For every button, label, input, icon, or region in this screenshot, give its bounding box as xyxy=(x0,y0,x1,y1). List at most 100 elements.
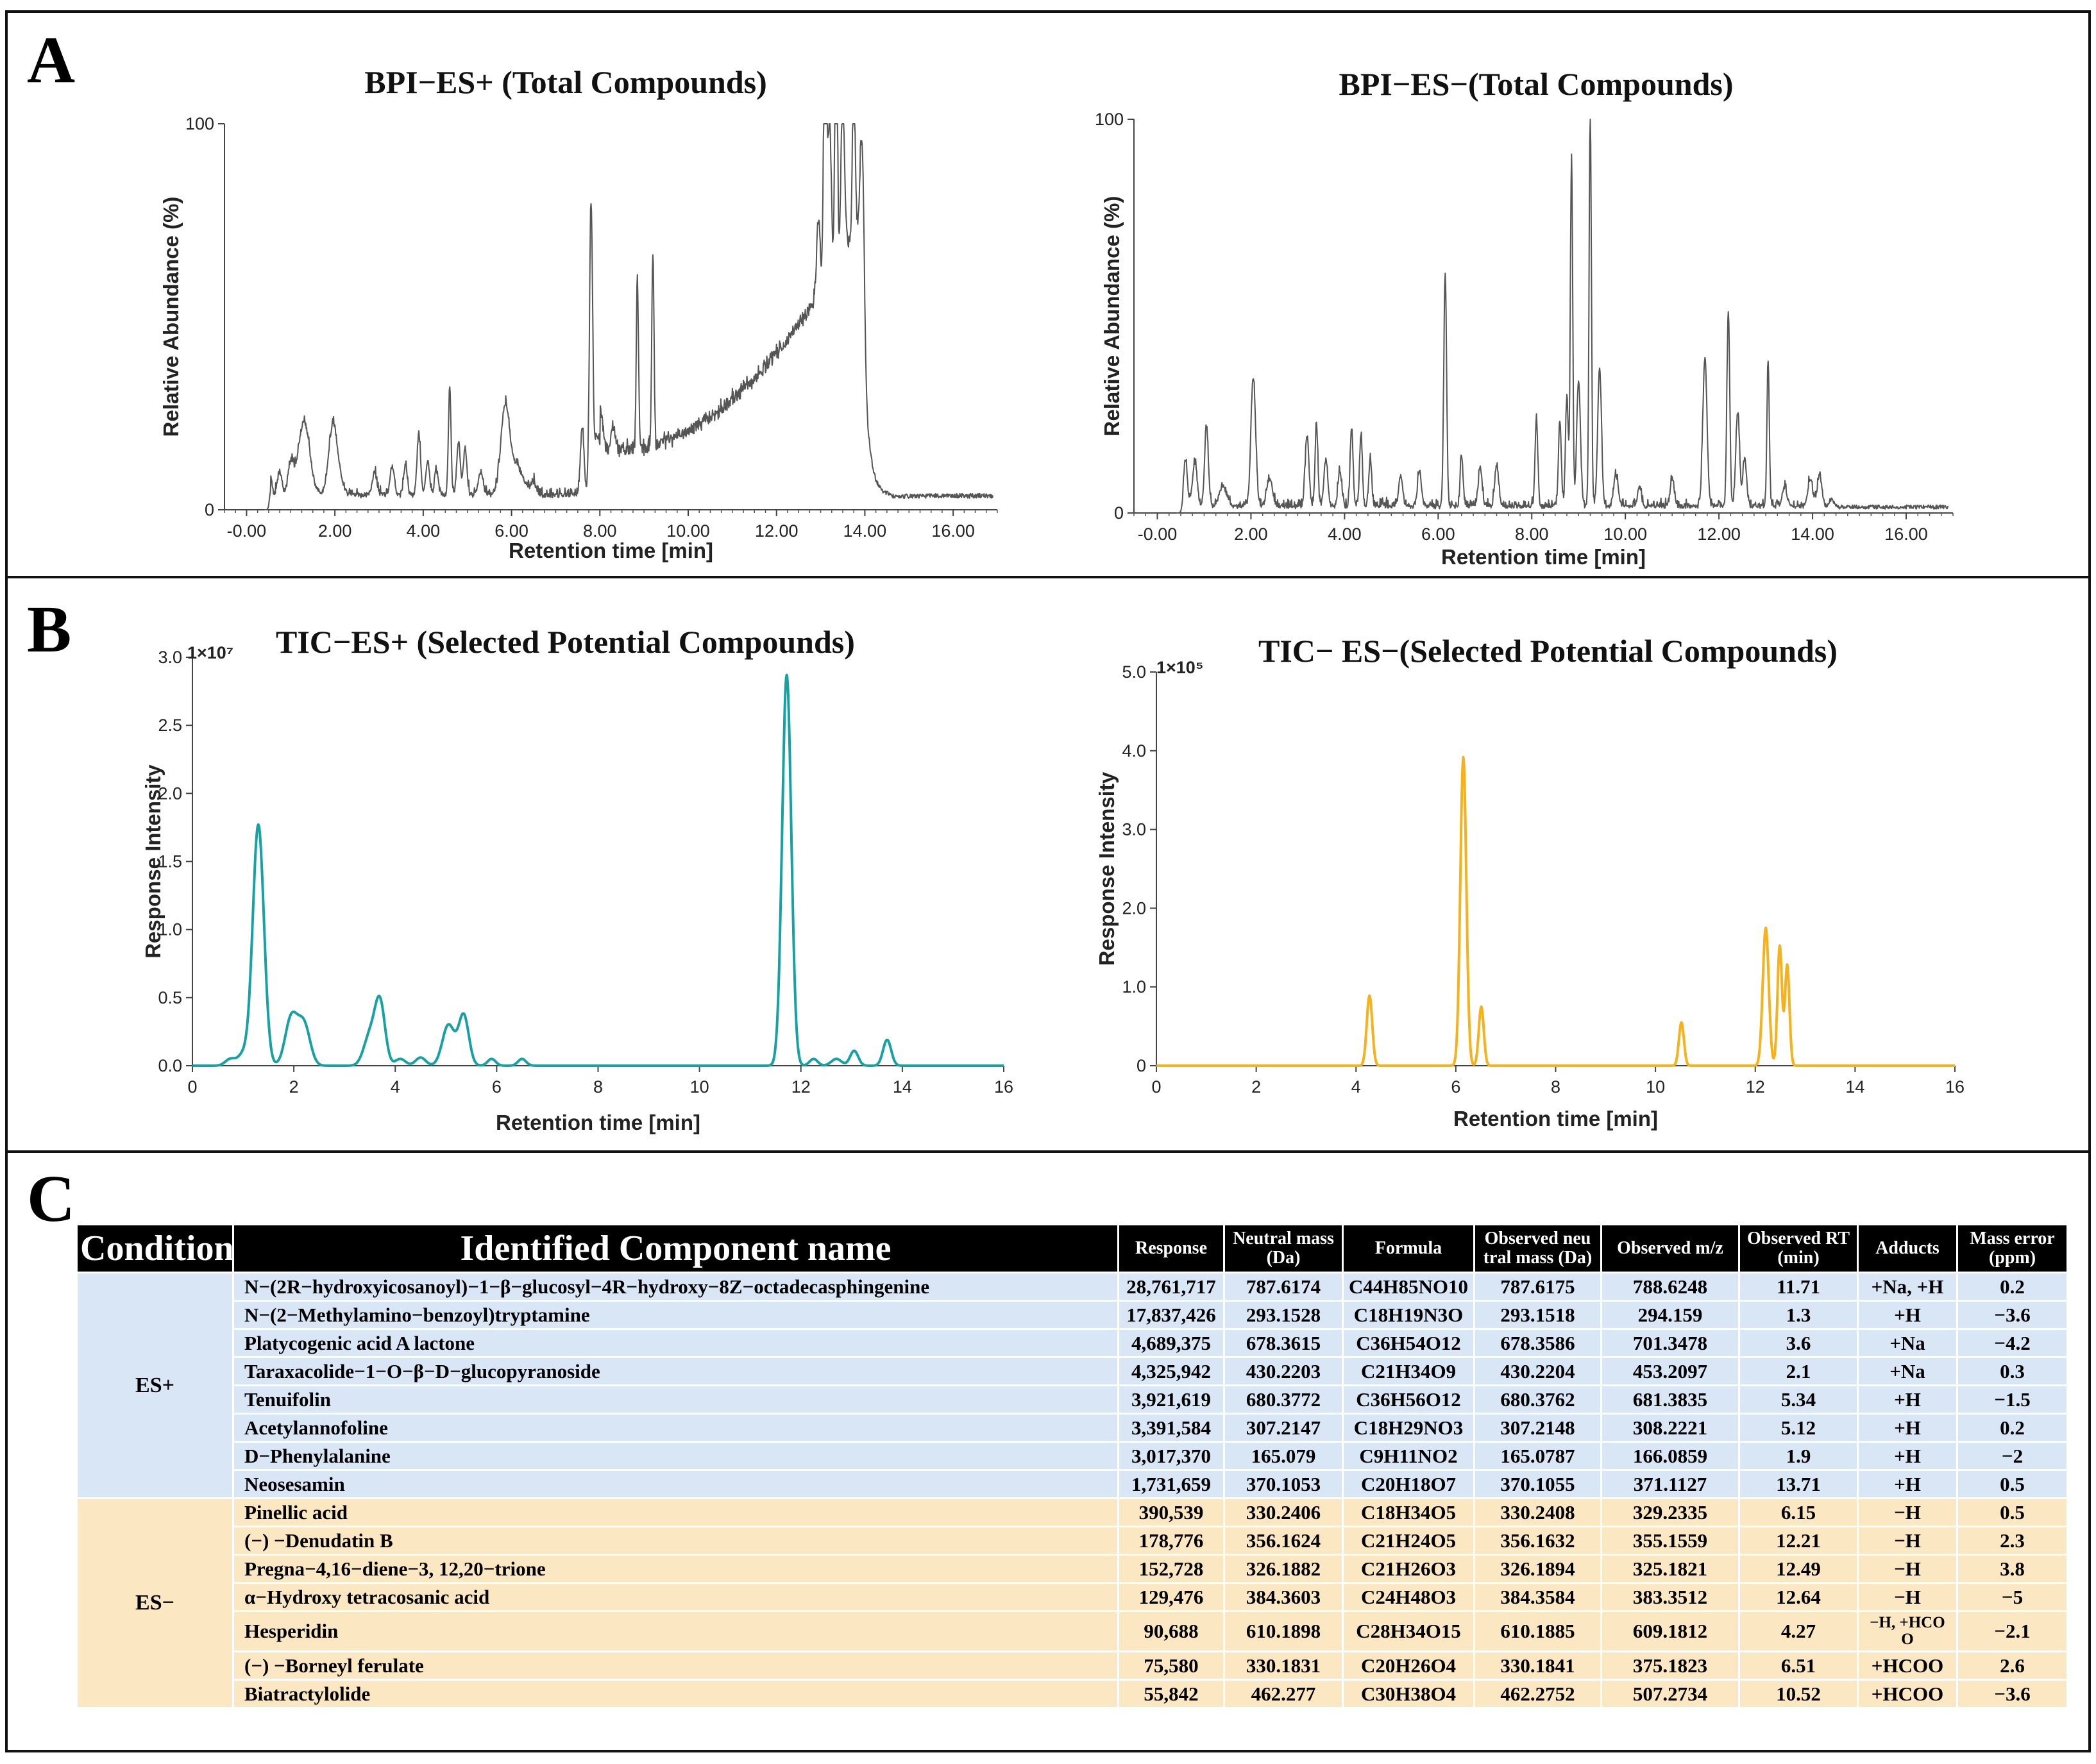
table-row: Platycogenic acid A lactone 4,689,375 678.… xyxy=(77,1328,2068,1358)
y-tick-label: 100 xyxy=(185,114,214,133)
response-cell: 3,391,584 xyxy=(1117,1413,1225,1443)
formula-cell: C21H34O9 xyxy=(1342,1356,1475,1386)
mass-error-cell: −3.6 xyxy=(1956,1300,2068,1330)
x-tick-label: 8 xyxy=(593,1077,603,1096)
response-cell: 129,476 xyxy=(1117,1582,1225,1612)
mass-error-cell: 0.2 xyxy=(1956,1272,2068,1302)
observed-rt-cell: 13.71 xyxy=(1738,1469,1859,1499)
neutral-mass-cell: 326.1882 xyxy=(1223,1554,1344,1584)
condition-cell: ES− xyxy=(76,1497,234,1709)
formula-cell: C18H34O5 xyxy=(1342,1497,1475,1527)
component-name-cell: Tenuifolin xyxy=(232,1384,1119,1415)
observed-mz-cell: 383.3512 xyxy=(1600,1582,1740,1612)
response-cell: 55,842 xyxy=(1117,1679,1225,1709)
table-row: D−Phenylalanine 3,017,370 165.079 C9H11NO2 1… xyxy=(77,1441,2068,1471)
x-tick-label: 4.00 xyxy=(407,521,441,541)
table-row: Biatractylolide 55,842 462.277 C30H38O4 462.… xyxy=(77,1679,2068,1709)
chart-title: BPI−ES+ (Total Compounds) xyxy=(364,64,767,100)
table-row: Acetylannofoline 3,391,584 307.2147 C18H29N… xyxy=(77,1413,2068,1443)
response-cell: 28,761,717 xyxy=(1117,1272,1225,1302)
axis-multiplier: 1×10⁷ xyxy=(187,643,233,662)
response-cell: 4,325,942 xyxy=(1117,1356,1225,1386)
y-tick-label: 100 xyxy=(1095,110,1124,129)
observed-rt-cell: 5.34 xyxy=(1738,1384,1859,1415)
x-tick-label: 0 xyxy=(1151,1077,1161,1096)
mass-error-cell: 2.6 xyxy=(1956,1651,2068,1681)
neutral-mass-cell: 678.3615 xyxy=(1223,1328,1344,1358)
observed-rt-cell: 11.71 xyxy=(1738,1272,1859,1302)
y-tick-label: 0.0 xyxy=(158,1056,182,1075)
header-observed-rt: Observed RT (min) xyxy=(1738,1223,1859,1273)
x-tick-label: 16 xyxy=(994,1077,1013,1096)
component-name-cell: (−) −Borneyl ferulate xyxy=(232,1651,1119,1681)
response-cell: 178,776 xyxy=(1117,1525,1225,1556)
observed-rt-cell: 1.9 xyxy=(1738,1441,1859,1471)
observed-mz-cell: 788.6248 xyxy=(1600,1272,1740,1302)
header-observed-neutral-mass: Observed neu tral mass (Da) xyxy=(1473,1223,1602,1273)
y-tick-label: 5.0 xyxy=(1122,662,1146,682)
x-tick-label: 16.00 xyxy=(931,521,975,541)
observed-rt-cell: 5.12 xyxy=(1738,1413,1859,1443)
adducts-cell: +H xyxy=(1857,1300,1958,1330)
formula-cell: C44H85NO10 xyxy=(1342,1272,1475,1302)
table-row: Pregna−4,16−diene−3, 12,20−trione 152,728… xyxy=(77,1554,2068,1584)
neutral-mass-cell: 330.2406 xyxy=(1223,1497,1344,1527)
formula-cell: C20H18O7 xyxy=(1342,1469,1475,1499)
x-tick-label: 4.00 xyxy=(1328,525,1362,544)
response-cell: 1,731,659 xyxy=(1117,1469,1225,1499)
mass-error-cell: 3.8 xyxy=(1956,1554,2068,1584)
component-name-cell: Platycogenic acid A lactone xyxy=(232,1328,1119,1358)
neutral-mass-cell: 307.2147 xyxy=(1223,1413,1344,1443)
observed-neutral-mass-cell: 384.3584 xyxy=(1473,1582,1602,1612)
neutral-mass-cell: 356.1624 xyxy=(1223,1525,1344,1556)
table-row: α−Hydroxy tetracosanic acid 129,476 384.36… xyxy=(77,1582,2068,1612)
panel-label-a: A xyxy=(27,23,76,97)
x-axis-label: Retention time [min] xyxy=(1441,545,1646,569)
adducts-cell: −H xyxy=(1857,1582,1958,1612)
x-tick-label: 10 xyxy=(690,1077,709,1096)
observed-mz-cell: 308.2221 xyxy=(1600,1413,1740,1443)
observed-rt-cell: 12.21 xyxy=(1738,1525,1859,1556)
neutral-mass-cell: 462.277 xyxy=(1223,1679,1344,1709)
x-tick-label: 8 xyxy=(1551,1077,1560,1096)
observed-neutral-mass-cell: 680.3762 xyxy=(1473,1384,1602,1415)
x-tick-label: 2.00 xyxy=(1234,525,1268,544)
formula-cell: C18H29NO3 xyxy=(1342,1413,1475,1443)
header-mass-error: Mass error (ppm) xyxy=(1956,1223,2068,1273)
figure-frame xyxy=(5,10,2091,1752)
response-cell: 17,837,426 xyxy=(1117,1300,1225,1330)
chromatogram-trace xyxy=(1155,755,1956,1067)
header-response: Response xyxy=(1117,1223,1225,1273)
chart-title: TIC− ES−(Selected Potential Compounds) xyxy=(1258,633,1838,669)
x-tick-label: 16 xyxy=(1945,1077,1965,1096)
x-tick-label: 12 xyxy=(791,1077,811,1096)
adducts-cell: −H, +HCO O xyxy=(1857,1610,1958,1652)
adducts-cell: +HCOO xyxy=(1857,1651,1958,1681)
x-tick-label: 4 xyxy=(1351,1077,1361,1096)
table-header-row: Condition Identified Component name Resp… xyxy=(76,1223,2068,1273)
x-tick-label: 12.00 xyxy=(1697,525,1741,544)
x-tick-label: -0.00 xyxy=(227,521,267,541)
observed-mz-cell: 166.0859 xyxy=(1600,1441,1740,1471)
formula-cell: C36H56O12 xyxy=(1342,1384,1475,1415)
observed-neutral-mass-cell: 165.0787 xyxy=(1473,1441,1602,1471)
axis-multiplier: 1×10⁵ xyxy=(1156,658,1204,677)
x-axis-label: Retention time [min] xyxy=(1453,1107,1658,1130)
mass-error-cell: −2 xyxy=(1956,1441,2068,1471)
x-tick-label: 12.00 xyxy=(755,521,799,541)
y-tick-label: 0 xyxy=(1114,503,1124,523)
y-tick-label: 2.0 xyxy=(1122,898,1146,918)
x-tick-label: 14.00 xyxy=(1791,525,1834,544)
table-body: ES+ N−(2R−hydroxyicosanoyl)−1−β−glucosyl−… xyxy=(76,1272,2068,1709)
x-tick-label: 2 xyxy=(1251,1077,1261,1096)
component-name-cell: Acetylannofoline xyxy=(232,1413,1119,1443)
x-tick-label: 6 xyxy=(1451,1077,1460,1096)
chromatogram-trace xyxy=(264,123,994,510)
observed-mz-cell: 325.1821 xyxy=(1600,1554,1740,1584)
neutral-mass-cell: 370.1053 xyxy=(1223,1469,1344,1499)
x-tick-label: 8.00 xyxy=(1515,525,1549,544)
observed-neutral-mass-cell: 330.2408 xyxy=(1473,1497,1602,1527)
observed-rt-cell: 10.52 xyxy=(1738,1679,1859,1709)
